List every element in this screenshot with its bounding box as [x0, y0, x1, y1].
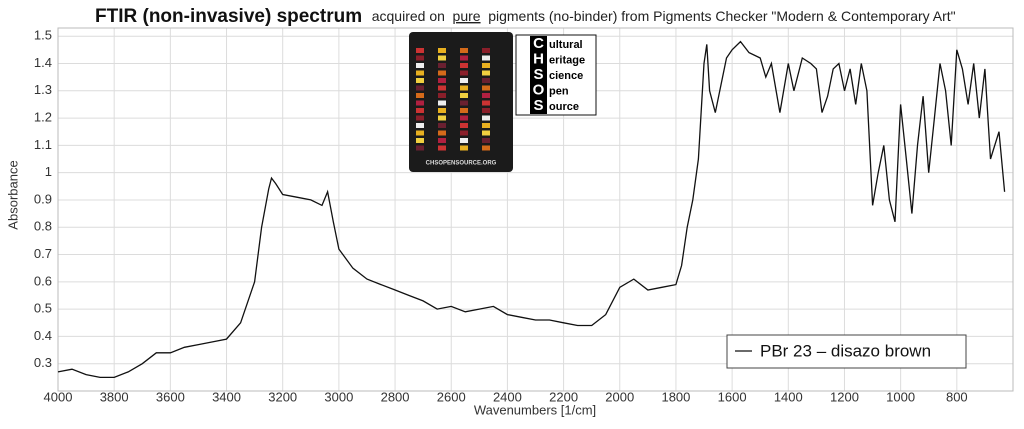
card-text: CHSOPENSOURCE.ORG	[426, 161, 497, 167]
x-tick-label: 2600	[437, 389, 466, 404]
y-tick-label: 1.1	[34, 137, 52, 152]
y-tick-label: 0.8	[34, 219, 52, 234]
y-tick-label: 0.9	[34, 191, 52, 206]
logo-word: ultural	[549, 39, 583, 51]
y-tick-label: 1.2	[34, 110, 52, 125]
x-tick-label: 1000	[886, 389, 915, 404]
x-tick-label: 3800	[100, 389, 129, 404]
x-tick-label: 2400	[493, 389, 522, 404]
spectrum-line	[57, 40, 1006, 379]
x-tick-label: 3000	[324, 389, 353, 404]
x-tick-label: 4000	[44, 389, 73, 404]
y-tick-label: 1.4	[34, 55, 52, 70]
x-tick-label: 3200	[268, 389, 297, 404]
y-tick-label: 0.7	[34, 246, 52, 261]
y-tick-label: 1.5	[34, 28, 52, 43]
logo-letter: O	[533, 81, 545, 98]
x-tick-label: 2800	[381, 389, 410, 404]
x-tick-label: 3400	[212, 389, 241, 404]
logo-word: pen	[549, 85, 569, 97]
legend-label: PBr 23 – disazo brown	[760, 341, 931, 360]
logo-letter: S	[533, 66, 543, 83]
logo-letter: H	[533, 50, 544, 67]
y-tick-label: 0.4	[34, 328, 52, 343]
y-tick-label: 1	[45, 164, 52, 179]
logo-letter: C	[533, 35, 544, 52]
subtitle: pure	[453, 8, 481, 24]
x-tick-label: 1400	[774, 389, 803, 404]
legend: PBr 23 – disazo brown	[726, 334, 967, 369]
x-tick-label: 1800	[661, 389, 690, 404]
subtitle: acquired on	[372, 8, 445, 24]
x-tick-label: 3600	[156, 389, 185, 404]
logo-letter: S	[533, 97, 543, 114]
logo-word: cience	[549, 70, 583, 82]
card-image: CHSOPENSOURCE.ORG	[409, 32, 513, 172]
x-tick-label: 800	[946, 389, 968, 404]
plot-frame	[57, 27, 1014, 392]
y-tick-label: 1.3	[34, 82, 52, 97]
title: FTIR (non-invasive) spectrum	[95, 6, 362, 27]
y-tick-label: 0.6	[34, 273, 52, 288]
y-axis-label: Absorbance	[5, 160, 20, 229]
logo-word: ource	[549, 101, 579, 113]
y-tick-label: 0.5	[34, 301, 52, 316]
x-tick-label: 1200	[830, 389, 859, 404]
y-tick-label: 0.3	[34, 355, 52, 370]
x-tick-label: 1600	[718, 389, 747, 404]
subtitle: pigments (no-binder) from Pigments Check…	[488, 8, 955, 24]
x-axis-label: Wavenumbers [1/cm]	[474, 402, 596, 417]
x-tick-label: 2000	[605, 389, 634, 404]
logo-word: eritage	[549, 54, 585, 66]
x-tick-label: 2200	[549, 389, 578, 404]
chart-title: FTIR (non-invasive) spectrum acquired on…	[95, 6, 956, 27]
